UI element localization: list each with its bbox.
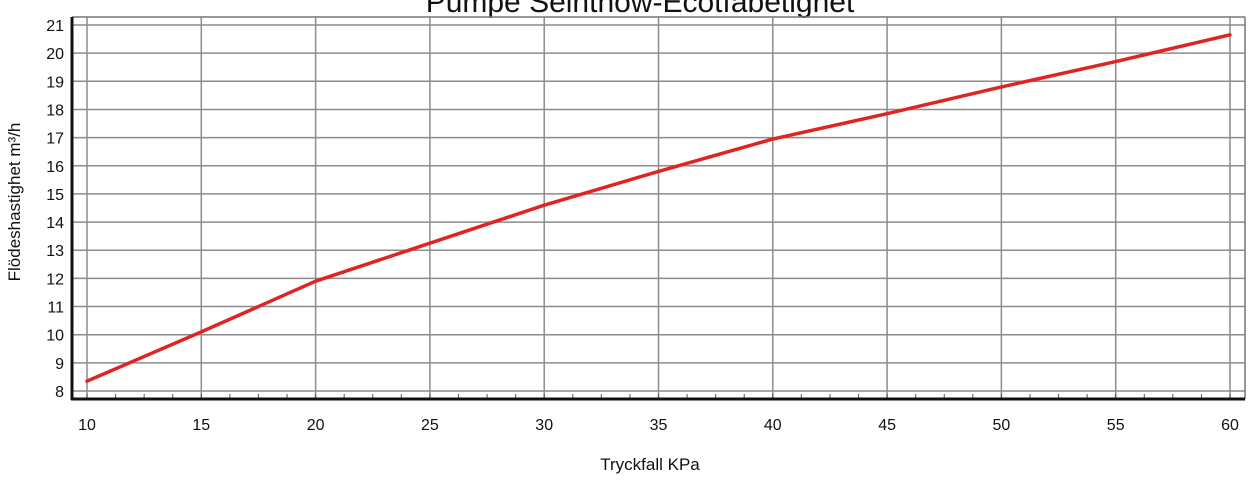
y-tick-label: 14 — [46, 215, 64, 232]
grid — [72, 17, 1245, 399]
y-tick-label: 9 — [55, 356, 64, 373]
series-line — [85, 33, 1232, 383]
x-tick-label: 50 — [993, 417, 1011, 434]
y-tick-label: 8 — [55, 384, 64, 401]
y-axis-ticks: 8 9 10 11 12 13 14 15 16 17 18 19 20 21 — [46, 18, 64, 401]
x-axis-title: Tryckfall KPa — [600, 455, 700, 474]
axes-frame — [70, 16, 1246, 401]
x-tick-label: 15 — [192, 417, 210, 434]
y-tick-label: 11 — [47, 300, 64, 317]
x-tick-label: 60 — [1221, 417, 1239, 434]
x-tick-label: 10 — [78, 417, 96, 434]
chart-title: Pumpe Seinthow-Ecotfabetighet — [426, 0, 855, 19]
x-tick-label: 35 — [650, 417, 668, 434]
y-tick-label: 17 — [46, 131, 64, 148]
y-tick-label: 20 — [46, 46, 64, 63]
y-axis-title: Flödeshastighet m³/h — [5, 123, 24, 282]
x-tick-label: 55 — [1107, 417, 1125, 434]
x-tick-label: 40 — [764, 417, 782, 434]
y-tick-label: 13 — [46, 243, 64, 260]
x-tick-label: 20 — [307, 417, 325, 434]
y-tick-label: 19 — [46, 74, 64, 91]
x-tick-label: 30 — [535, 417, 553, 434]
y-tick-label: 16 — [46, 159, 64, 176]
x-tick-label: 25 — [421, 417, 439, 434]
y-tick-label: 12 — [46, 271, 64, 288]
x-tick-label: 45 — [878, 417, 896, 434]
y-tick-label: 10 — [46, 328, 64, 345]
series-layer — [85, 33, 1232, 383]
x-axis-ticks: 10 15 20 25 30 35 40 45 50 55 60 — [78, 417, 1239, 434]
y-tick-label: 21 — [46, 18, 64, 35]
y-tick-label: 18 — [46, 102, 64, 119]
y-tick-label: 15 — [46, 187, 64, 204]
